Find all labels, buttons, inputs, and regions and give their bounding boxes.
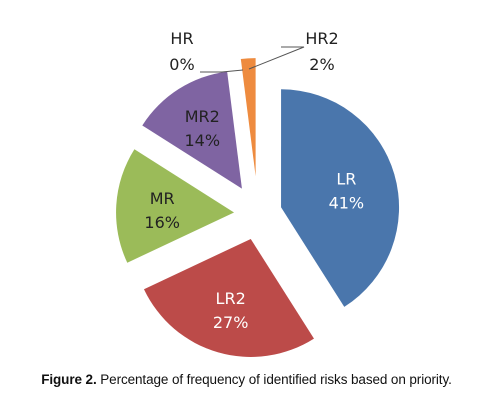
slice-value-label: 27%: [213, 313, 249, 332]
pie-slice-lr2: [143, 238, 314, 357]
slice-value-label: 2%: [309, 55, 334, 74]
leader-line-hr: [200, 69, 244, 73]
slice-value-label: 14%: [184, 131, 220, 150]
pie-slice-hr2: [240, 58, 256, 177]
pie-slice-mr2: [142, 71, 242, 189]
leader-line-hr2: [248, 46, 305, 70]
slice-category-label: MR2: [185, 107, 220, 126]
slice-category-label: MR: [150, 189, 175, 208]
slice-category-label: HR: [170, 29, 193, 48]
slice-value-label: 16%: [144, 213, 180, 232]
slice-value-label: 0%: [169, 55, 194, 74]
leader-lines: [200, 46, 305, 73]
figure-number: Figure 2.: [41, 372, 97, 387]
pie-slice-mr: [116, 149, 235, 263]
pie-slice-lr: [281, 89, 400, 307]
pie-slices: [116, 58, 400, 357]
caption-text: Percentage of frequency of identified ri…: [96, 372, 452, 387]
slice-labels: LR 41% LR2 27% MR 16% MR2 14% HR 0% HR2 2%: [144, 29, 364, 332]
slice-category-label: LR: [336, 169, 356, 188]
slice-category-label: LR2: [216, 289, 246, 308]
slice-value-label: 41%: [329, 193, 365, 212]
pie-chart: LR 41% LR2 27% MR 16% MR2 14% HR 0% HR2 2%: [116, 29, 400, 357]
figure-caption: Figure 2. Percentage of frequency of ide…: [0, 372, 493, 387]
slice-category-label: HR2: [305, 29, 338, 48]
